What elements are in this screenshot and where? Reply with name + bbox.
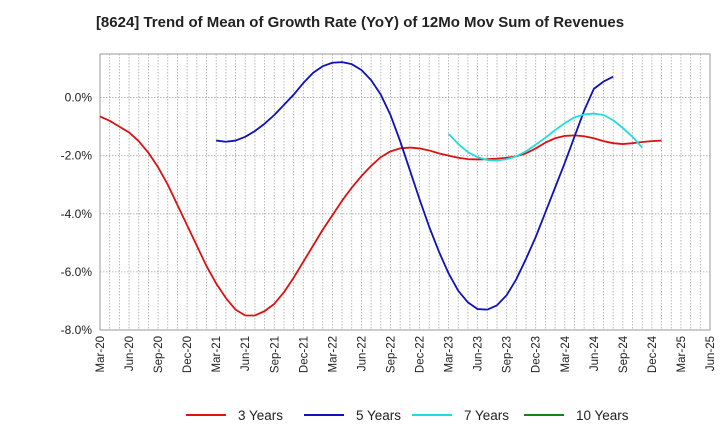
legend-label: 3 Years <box>238 407 284 423</box>
legend-item: 10 Years <box>524 404 629 426</box>
x-tick-label: Dec-23 <box>531 336 543 373</box>
legend-label: 7 Years <box>464 407 510 423</box>
legend-label: 5 Years <box>356 407 402 423</box>
series-line-5-years <box>216 61 614 311</box>
x-tick-label: Mar-21 <box>211 336 223 372</box>
x-axis: Mar-20 Jun-20 Sep-20 Dec-20 Mar-21 Jun-21 Sep-… <box>95 335 717 373</box>
y-tick-label: -4.0% <box>61 207 93 221</box>
x-tick-label: Mar-25 <box>676 336 688 372</box>
x-tick-label: Sep-20 <box>153 336 165 373</box>
series-line-7-years <box>447 112 643 162</box>
legend-item: 5 Years <box>304 404 401 426</box>
x-tick-label: Jun-23 <box>473 336 485 371</box>
series-lines <box>99 61 662 317</box>
x-tick-label: Dec-24 <box>647 335 659 373</box>
x-tick-label: Dec-20 <box>182 336 194 373</box>
series-line-3-years <box>99 115 662 317</box>
y-tick-label: -8.0% <box>61 323 93 337</box>
legend-item: 3 Years <box>186 404 283 426</box>
x-tick-label: Dec-22 <box>415 336 427 373</box>
legend-item: 7 Years <box>412 404 509 426</box>
x-tick-label: Sep-21 <box>269 336 281 373</box>
y-tick-label: -6.0% <box>61 265 93 279</box>
y-tick-label: -2.0% <box>61 149 93 163</box>
x-tick-label: Mar-22 <box>327 336 339 372</box>
legend-swatch <box>186 414 226 416</box>
legend-label: 10 Years <box>576 407 629 423</box>
legend-swatch <box>524 414 564 416</box>
x-tick-label: Mar-24 <box>560 335 572 372</box>
chart-legend: 3 Years 5 Years 7 Years 10 Years <box>0 404 720 426</box>
x-tick-label: Sep-22 <box>385 336 397 373</box>
x-tick-label: Jun-21 <box>240 336 252 371</box>
x-tick-label: Mar-23 <box>444 336 456 372</box>
y-tick-label: 0.0% <box>65 91 93 105</box>
legend-swatch <box>412 414 452 416</box>
x-tick-label: Jun-20 <box>124 336 136 371</box>
y-axis: 0.0% -2.0% -4.0% -6.0% -8.0% <box>61 91 93 337</box>
legend-swatch <box>304 414 344 416</box>
grid <box>100 54 710 331</box>
x-tick-label: Sep-24 <box>618 335 630 373</box>
x-tick-label: Sep-23 <box>502 336 514 373</box>
x-tick-label: Dec-21 <box>298 336 310 373</box>
x-tick-label: Jun-22 <box>356 336 368 371</box>
x-tick-label: Jun-25 <box>705 336 717 371</box>
x-tick-label: Mar-20 <box>95 336 107 372</box>
chart-title: [8624] Trend of Mean of Growth Rate (YoY… <box>95 14 625 31</box>
plot-frame <box>99 53 711 331</box>
x-tick-label: Jun-24 <box>589 335 601 371</box>
